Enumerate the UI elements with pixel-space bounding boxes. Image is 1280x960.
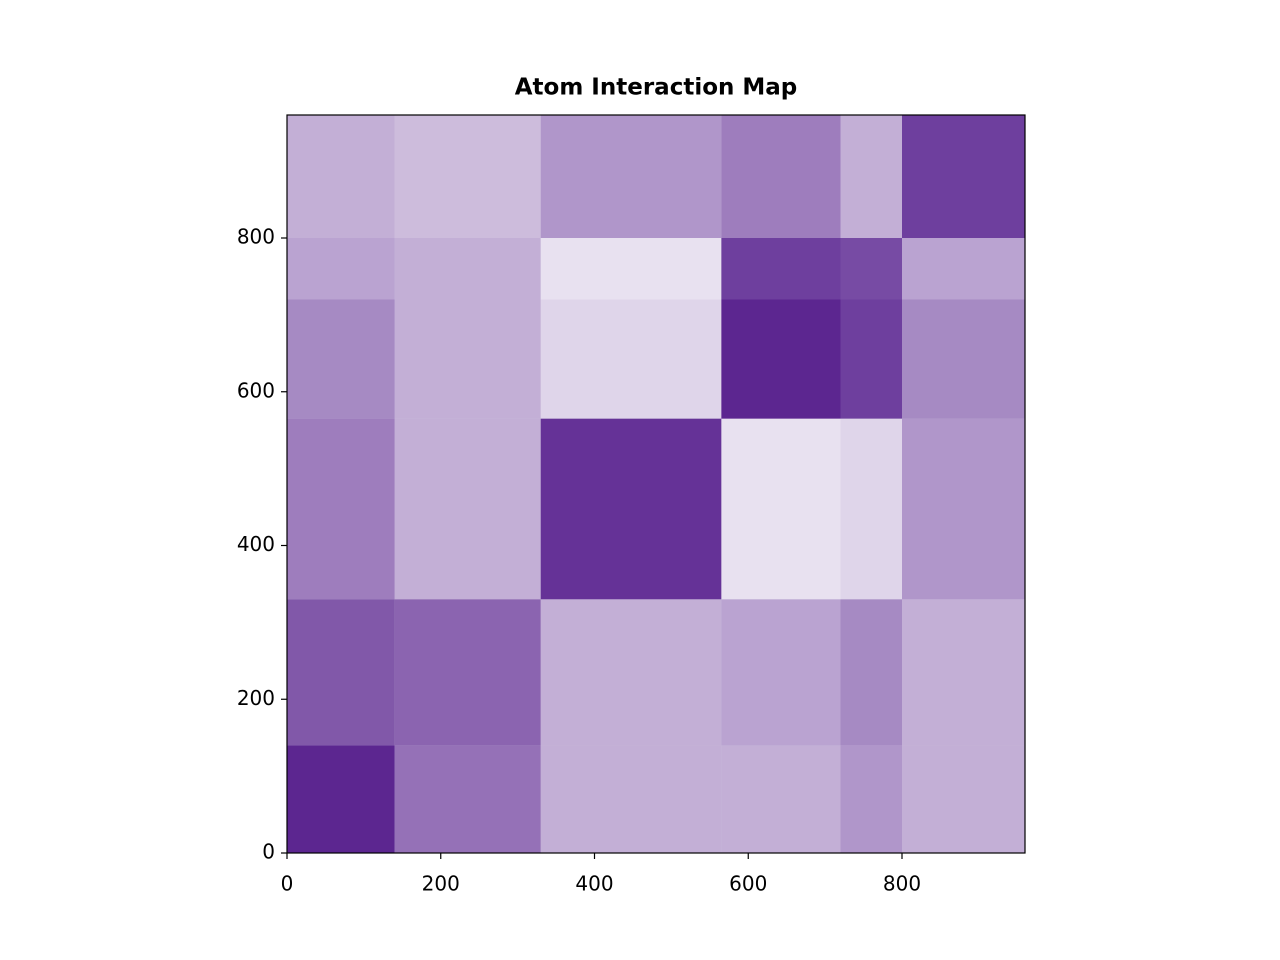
heatmap-cell	[721, 745, 841, 853]
heatmap-cell	[721, 238, 841, 300]
heatmap-cell	[721, 115, 841, 238]
y-tick-label: 400	[237, 532, 275, 556]
x-tick-label: 800	[883, 872, 921, 896]
x-tick-label: 600	[729, 872, 767, 896]
heatmap-cell	[540, 599, 722, 746]
x-tick-label: 400	[575, 872, 613, 896]
heatmap-cell	[287, 299, 395, 419]
heatmap-cell	[840, 418, 902, 600]
x-tick-label: 200	[422, 872, 460, 896]
x-tick-label: 0	[281, 872, 294, 896]
heatmap-cell	[902, 418, 1025, 600]
heatmap-cell	[902, 299, 1025, 419]
heatmap-cell	[721, 599, 841, 746]
heatmap-cell	[840, 599, 902, 746]
heatmap-cell	[902, 238, 1025, 300]
heatmap-cell	[840, 238, 902, 300]
heatmap-cell	[902, 115, 1025, 238]
heatmap-cell	[394, 745, 541, 853]
heatmap-cell	[840, 115, 902, 238]
heatmap-cell	[840, 299, 902, 419]
heatmap-cell	[721, 299, 841, 419]
y-tick-label: 0	[262, 840, 275, 864]
heatmap-cell	[394, 599, 541, 746]
heatmap-cell	[540, 418, 722, 600]
heatmap-cell	[540, 299, 722, 419]
heatmap-cell	[394, 418, 541, 600]
heatmap-cell	[394, 115, 541, 238]
heatmap-cell	[840, 745, 902, 853]
heatmap-cell	[394, 299, 541, 419]
heatmap-cell	[902, 599, 1025, 746]
plot-frame	[286, 114, 1026, 854]
y-tick-label: 800	[237, 225, 275, 249]
heatmap-cell	[540, 745, 722, 853]
heatmap-cell	[287, 599, 395, 746]
heatmap-cell	[902, 745, 1025, 853]
heatmap-cell	[287, 238, 395, 300]
heatmap-cell	[394, 238, 541, 300]
heatmap-cell	[540, 238, 722, 300]
heatmap-cell	[287, 115, 395, 238]
heatmap-cell	[287, 418, 395, 600]
heatmap-cell	[540, 115, 722, 238]
chart-title: Atom Interaction Map	[515, 75, 798, 101]
heatmap-cell	[287, 745, 395, 853]
y-tick-label: 200	[237, 686, 275, 710]
heatmap-cell	[721, 418, 841, 600]
y-tick-label: 600	[237, 378, 275, 402]
